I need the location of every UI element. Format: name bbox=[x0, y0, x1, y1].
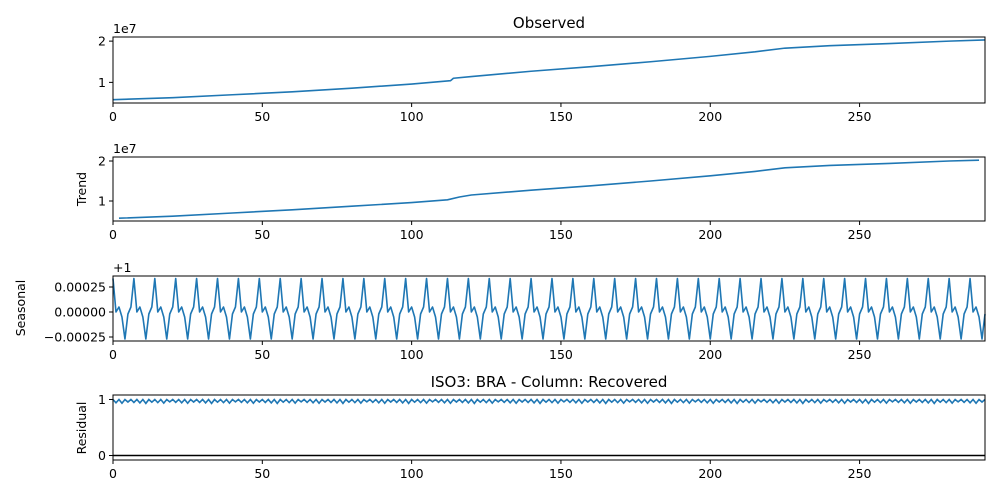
residual-ytick-label: 1 bbox=[98, 392, 106, 407]
observed-xtick-label: 50 bbox=[254, 109, 270, 124]
seasonal-xtick-label: 0 bbox=[109, 347, 117, 362]
trend-ylabel: Trend bbox=[74, 172, 89, 207]
trend-series-line bbox=[118, 159, 980, 219]
panel-residual: ISO3: BRA - Column: Recovered Residual 0… bbox=[74, 373, 986, 481]
seasonal-xtick-label: 100 bbox=[400, 347, 424, 362]
residual-xtick-label: 100 bbox=[400, 466, 424, 481]
trend-axes-frame bbox=[112, 156, 986, 222]
seasonal-ylabel: Seasonal bbox=[13, 280, 28, 337]
observed-axes-frame bbox=[112, 36, 986, 104]
observed-ytick-label: 1 bbox=[98, 75, 106, 90]
seasonal-xtick-label: 200 bbox=[698, 347, 722, 362]
trend-xtick-label: 150 bbox=[549, 227, 573, 242]
residual-xtick-label: 50 bbox=[254, 466, 270, 481]
residual-series-line bbox=[112, 398, 986, 405]
trend-ytick-label: 1 bbox=[98, 194, 106, 209]
trend-xtick-label: 0 bbox=[109, 227, 117, 242]
panel-observed: Observed 1e7 0 50 100 150 200 250 1 2 bbox=[98, 14, 986, 124]
trend-xtick-label: 250 bbox=[848, 227, 872, 242]
observed-xtick-label: 100 bbox=[400, 109, 424, 124]
seasonal-series-line bbox=[112, 277, 986, 340]
observed-xtick-label: 150 bbox=[549, 109, 573, 124]
residual-axes-frame bbox=[112, 394, 986, 461]
residual-xtick-label: 0 bbox=[109, 466, 117, 481]
trend-offset-text: 1e7 bbox=[113, 141, 137, 156]
observed-title: Observed bbox=[513, 14, 585, 32]
residual-xtick-label: 150 bbox=[549, 466, 573, 481]
observed-series-line bbox=[112, 39, 986, 101]
observed-xtick-label: 200 bbox=[698, 109, 722, 124]
observed-offset-text: 1e7 bbox=[113, 21, 137, 36]
observed-xtick-label: 0 bbox=[109, 109, 117, 124]
seasonal-xtick-label: 150 bbox=[549, 347, 573, 362]
seasonal-ytick-label: 0.00025 bbox=[54, 280, 106, 295]
panel-seasonal: +1 Seasonal 0 50 100 150 200 250 −0.00025 0.000… bbox=[13, 260, 986, 362]
seasonal-ytick-label: −0.00025 bbox=[44, 330, 106, 345]
seasonal-offset-text: +1 bbox=[113, 260, 131, 275]
seasonal-xtick-label: 50 bbox=[254, 347, 270, 362]
trend-xtick-label: 200 bbox=[698, 227, 722, 242]
seasonal-plot: 0 50 100 150 200 250 −0.00025 0.00000 0.00025 bbox=[44, 275, 986, 362]
seasonal-axes-frame bbox=[112, 275, 986, 342]
observed-ytick-label: 2 bbox=[98, 34, 106, 49]
seasonal-ytick-label: 0.00000 bbox=[54, 305, 106, 320]
observed-xtick-label: 250 bbox=[848, 109, 872, 124]
seasonal-xtick-label: 250 bbox=[848, 347, 872, 362]
panel-trend: 1e7 Trend 0 50 100 150 200 250 1 2 bbox=[74, 141, 986, 242]
observed-plot: 0 50 100 150 200 250 1 2 bbox=[98, 34, 986, 124]
trend-xtick-label: 50 bbox=[254, 227, 270, 242]
trend-ytick-label: 2 bbox=[98, 154, 106, 169]
residual-xtick-label: 200 bbox=[698, 466, 722, 481]
residual-plot: 0 50 100 150 200 250 0 1 bbox=[98, 392, 986, 481]
residual-title: ISO3: BRA - Column: Recovered bbox=[431, 373, 668, 391]
trend-plot: 0 50 100 150 200 250 1 2 bbox=[98, 154, 986, 242]
residual-ytick-label: 0 bbox=[98, 448, 106, 463]
residual-ylabel: Residual bbox=[74, 402, 89, 455]
trend-xtick-label: 100 bbox=[400, 227, 424, 242]
residual-xtick-label: 250 bbox=[848, 466, 872, 481]
